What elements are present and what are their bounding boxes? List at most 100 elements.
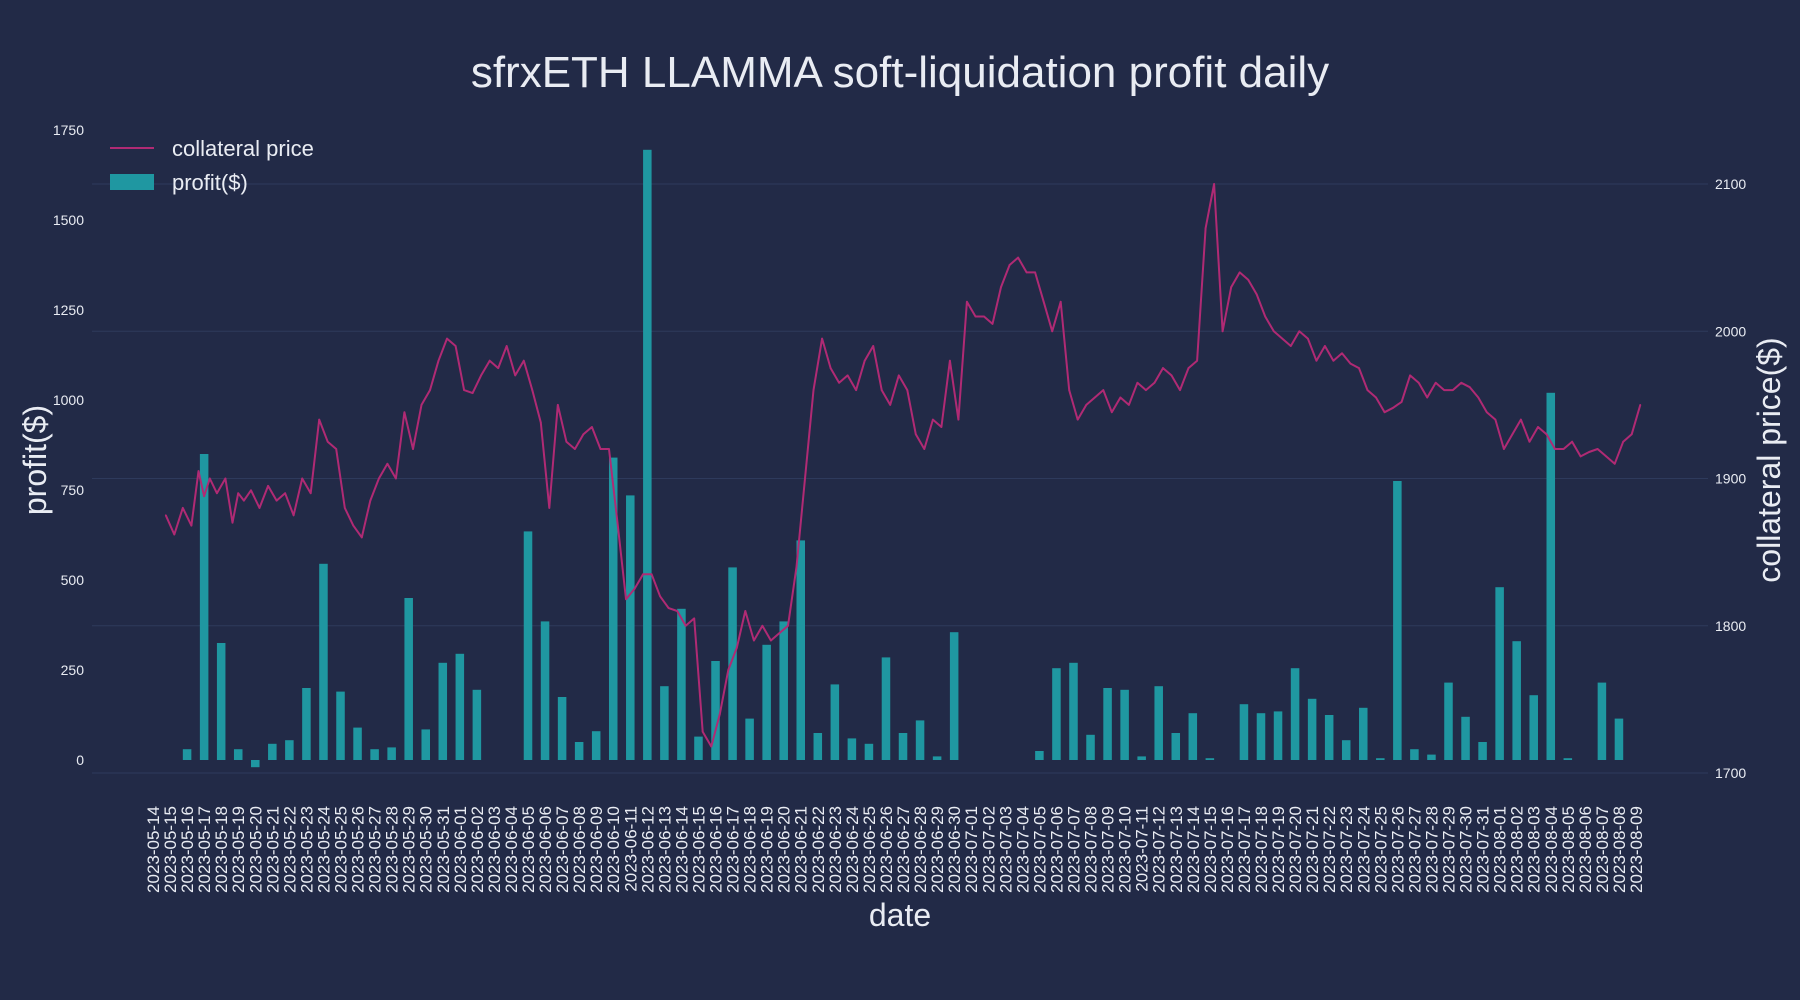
profit-bar-2023-06-22 [813, 733, 823, 760]
profit-bar-2023-05-17 [199, 454, 209, 760]
profit-bar-2023-06-13 [660, 686, 669, 760]
left-y-axis-title: profit($) [17, 405, 53, 515]
x-tick-2023-05-15: 2023-05-15 [161, 806, 180, 893]
right-y-axis-ticks: 1700 1800 1900 2000 2100 [1715, 176, 1746, 781]
x-axis-title: date [869, 897, 931, 933]
profit-bar-2023-06-08 [574, 742, 584, 760]
price-point-12 [250, 489, 252, 492]
x-tick-2023-08-03: 2023-08-03 [1525, 806, 1544, 893]
price-point-151 [1434, 381, 1437, 384]
x-tick-2023-06-14: 2023-06-14 [672, 806, 691, 893]
x-tick-2023-08-06: 2023-08-06 [1576, 806, 1595, 893]
x-tick-2023-07-29: 2023-07-29 [1440, 806, 1459, 893]
grid-lines [92, 183, 1708, 774]
x-tick-2023-06-15: 2023-06-15 [690, 806, 709, 893]
profit-bar-2023-07-27 [1410, 749, 1419, 760]
profit-bar-2023-06-05 [523, 531, 533, 760]
profit-bar-2023-07-11 [1137, 756, 1146, 760]
x-tick-2023-07-11: 2023-07-11 [1133, 806, 1152, 892]
left-tick-750: 750 [61, 482, 85, 498]
price-point-171 [1605, 455, 1608, 458]
profit-bar-2023-08-02 [1512, 641, 1521, 760]
price-point-15 [275, 499, 278, 502]
x-tick-2023-06-26: 2023-06-26 [877, 806, 896, 893]
profit-bar-2023-07-30 [1461, 716, 1470, 760]
x-tick-2023-07-30: 2023-07-30 [1457, 806, 1476, 893]
profit-bar-2023-06-29 [932, 756, 942, 760]
x-tick-2023-08-01: 2023-08-01 [1491, 806, 1510, 893]
price-point-49 [565, 440, 568, 443]
x-tick-2023-08-05: 2023-08-05 [1559, 806, 1578, 893]
price-point-118 [1153, 381, 1156, 384]
profit-bar-2023-07-17 [1239, 704, 1249, 760]
price-point-172 [1613, 462, 1616, 465]
x-tick-2023-08-02: 2023-08-02 [1508, 806, 1527, 893]
price-point-102 [1017, 256, 1019, 259]
x-tick-2023-05-20: 2023-05-20 [246, 806, 265, 893]
price-point-114 [1119, 396, 1122, 399]
profit-bar-2023-06-09 [591, 731, 601, 760]
profit-bar-2023-07-20 [1290, 668, 1300, 760]
price-point-47 [548, 507, 551, 509]
x-tick-2023-06-28: 2023-06-28 [911, 806, 930, 893]
price-point-77 [804, 477, 806, 480]
x-tick-2023-07-15: 2023-07-15 [1201, 806, 1220, 893]
price-point-57 [633, 588, 636, 590]
price-point-144 [1375, 396, 1377, 399]
profit-bar-2023-06-19 [762, 644, 771, 760]
profit-bar-2023-06-24 [847, 738, 857, 760]
price-point-1 [173, 533, 176, 536]
price-point-106 [1051, 330, 1054, 333]
profit-bar-2023-05-21 [268, 743, 277, 760]
price-point-126 [1221, 330, 1224, 333]
price-point-80 [829, 367, 832, 369]
price-point-14 [267, 484, 269, 487]
x-tick-2023-07-24: 2023-07-24 [1354, 806, 1373, 893]
price-point-123 [1196, 359, 1198, 362]
x-tick-2023-06-10: 2023-06-10 [604, 806, 623, 893]
price-point-137 [1315, 359, 1318, 362]
price-point-81 [838, 381, 841, 384]
price-point-53 [599, 448, 602, 450]
x-tick-2023-05-26: 2023-05-26 [349, 806, 368, 893]
x-tick-2023-07-09: 2023-07-09 [1099, 806, 1118, 893]
price-point-161 [1520, 418, 1522, 421]
x-tick-2023-08-04: 2023-08-04 [1542, 806, 1561, 893]
price-point-93 [940, 426, 943, 428]
x-tick-2023-07-22: 2023-07-22 [1320, 806, 1339, 893]
price-point-143 [1366, 389, 1369, 392]
price-point-3 [190, 524, 193, 527]
price-point-34 [437, 359, 440, 362]
price-point-170 [1596, 448, 1599, 450]
x-tick-2023-08-09: 2023-08-09 [1627, 806, 1646, 893]
price-point-33 [429, 389, 431, 392]
x-tick-2023-05-22: 2023-05-22 [280, 806, 299, 893]
profit-bar-2023-06-07 [557, 697, 567, 760]
price-point-134 [1289, 345, 1292, 347]
x-tick-2023-05-31: 2023-05-31 [434, 806, 453, 893]
profit-bar-2023-06-20 [779, 621, 788, 760]
price-point-90 [914, 433, 917, 436]
x-tick-2023-06-07: 2023-06-07 [553, 806, 572, 893]
price-point-139 [1332, 359, 1335, 362]
price-point-119 [1162, 367, 1164, 369]
profit-bar-2023-07-07 [1069, 662, 1078, 760]
price-point-67 [718, 713, 721, 715]
price-point-27 [377, 477, 380, 480]
x-tick-2023-06-17: 2023-06-17 [724, 806, 743, 893]
x-tick-2023-07-08: 2023-07-08 [1082, 806, 1101, 893]
x-tick-2023-07-25: 2023-07-25 [1371, 806, 1390, 893]
x-tick-2023-07-01: 2023-07-01 [962, 806, 981, 893]
x-tick-2023-06-12: 2023-06-12 [638, 806, 657, 893]
profit-bars [182, 149, 1624, 768]
price-point-9 [231, 521, 234, 524]
profit-bar-2023-08-03 [1529, 695, 1538, 760]
price-point-120 [1170, 374, 1173, 377]
x-tick-2023-06-11: 2023-06-11 [621, 806, 640, 892]
price-point-105 [1042, 300, 1045, 303]
price-point-130 [1255, 293, 1258, 296]
price-point-5 [203, 495, 206, 498]
profit-bar-2023-06-18 [745, 718, 754, 760]
price-point-122 [1187, 367, 1190, 369]
